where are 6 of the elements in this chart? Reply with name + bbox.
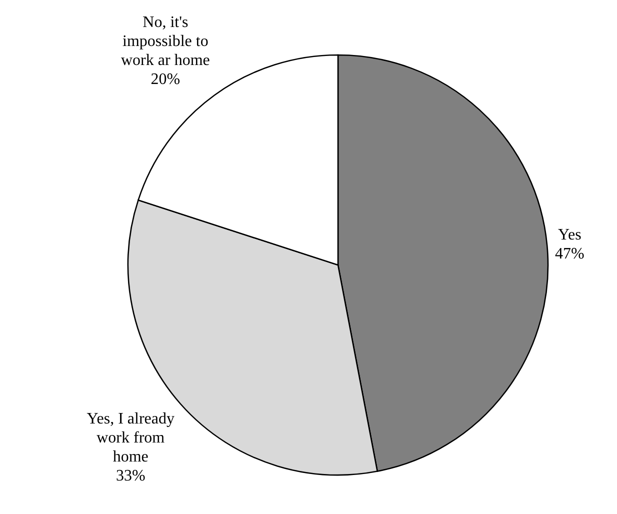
data-label: 20% [150,70,180,88]
data-label: 47% [555,246,584,263]
slice-label: No, it's impossible to work ar home [121,14,210,69]
slice-label: Yes, I already work from home [86,410,174,466]
data-label: 33% [116,467,146,484]
slice-label: Yes [558,226,582,244]
